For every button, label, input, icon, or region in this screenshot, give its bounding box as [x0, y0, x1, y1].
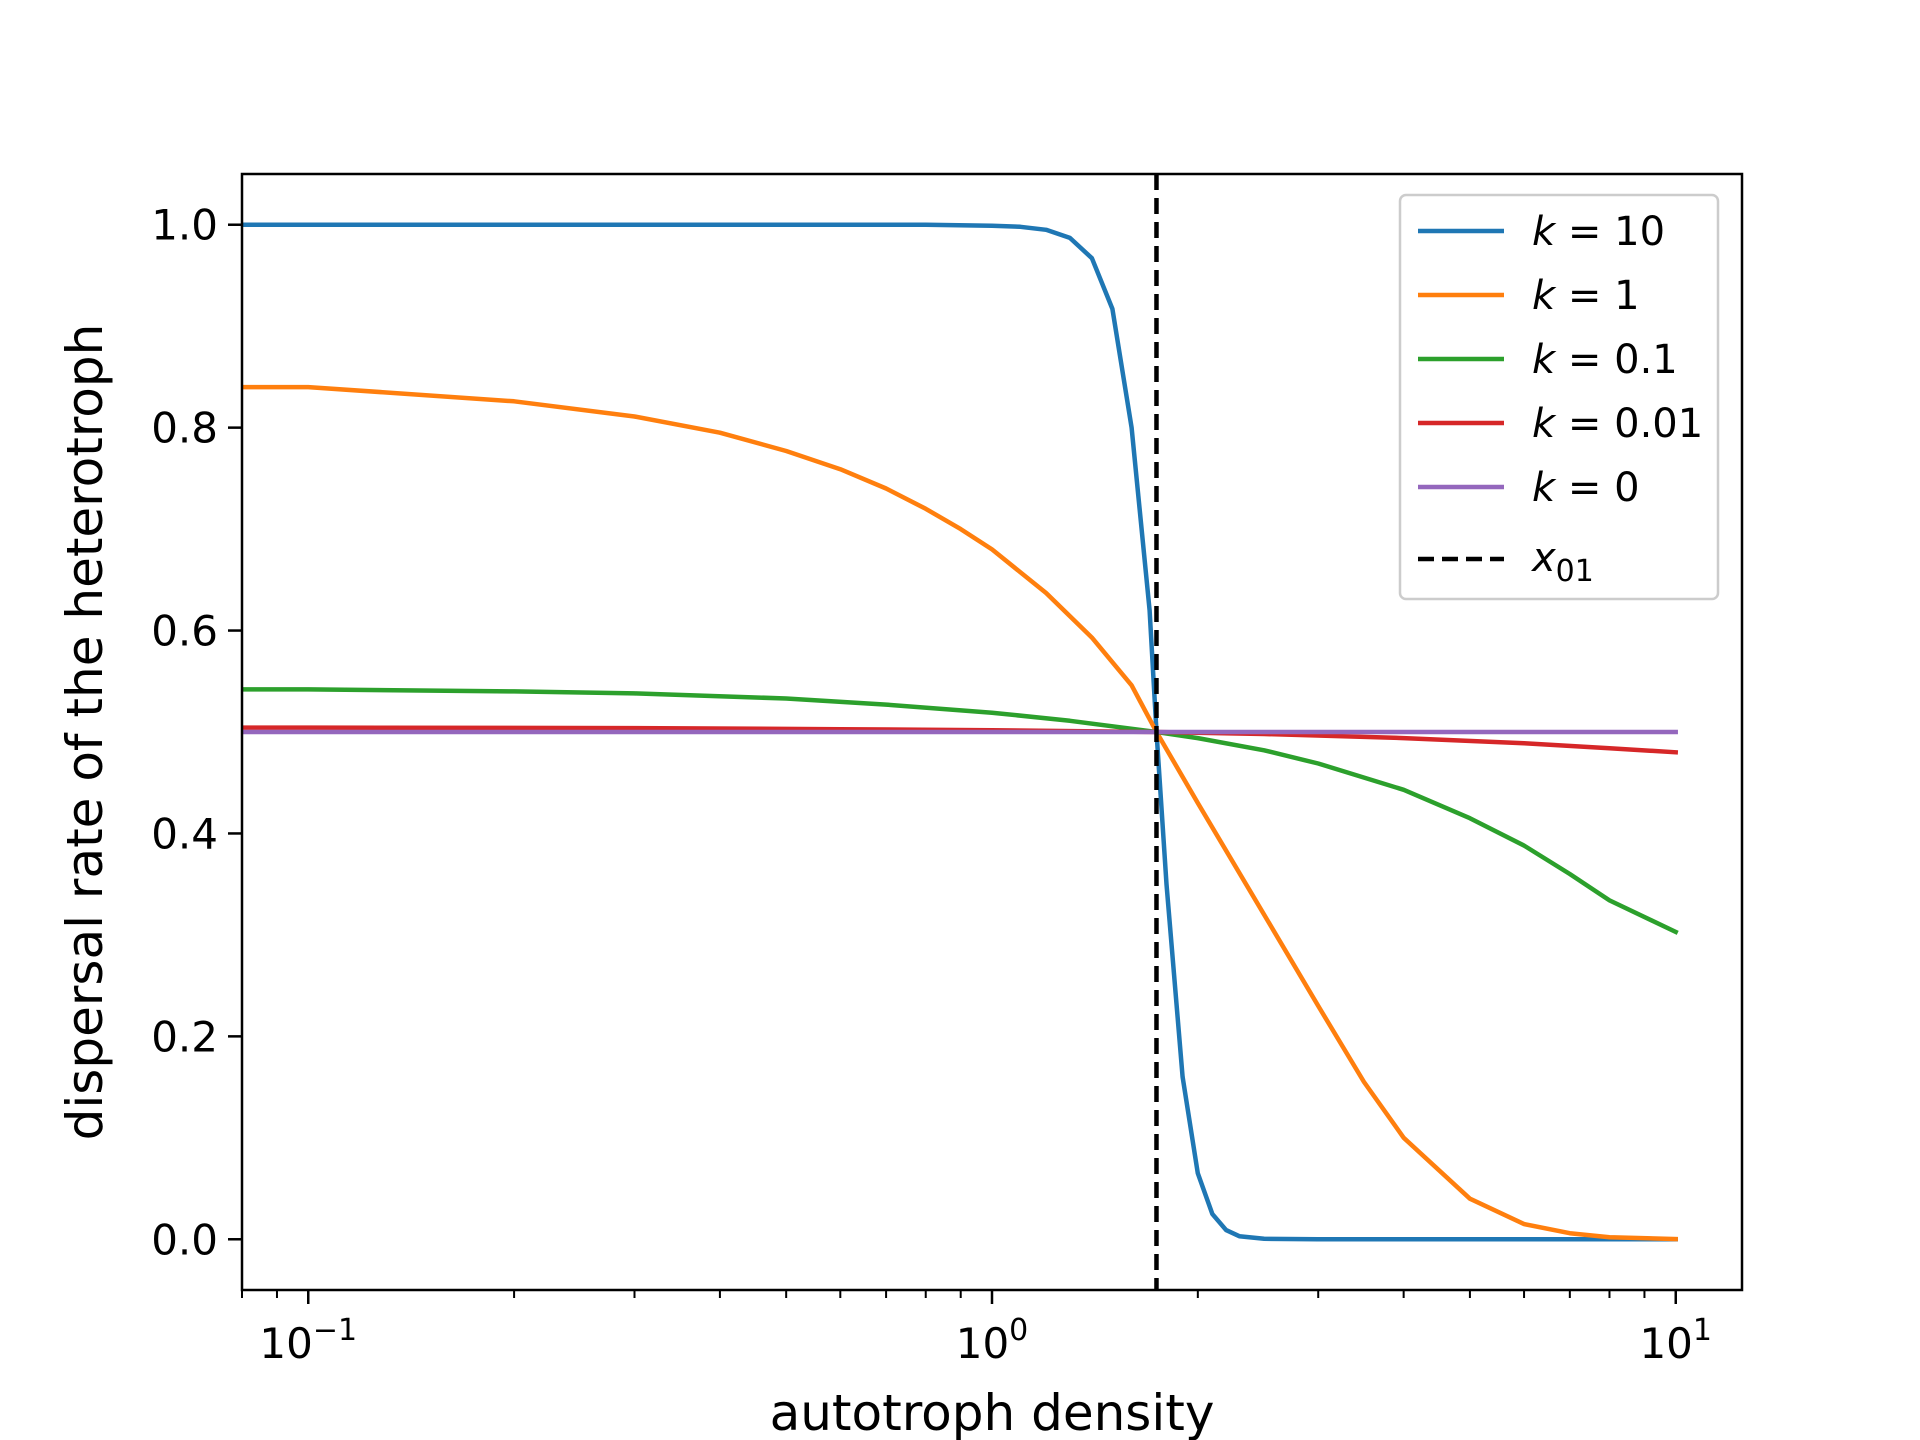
- y-tick-label: 0.0: [151, 1215, 218, 1264]
- x-tick-label: 10−1: [259, 1313, 357, 1368]
- y-tick-label: 0.4: [151, 809, 218, 858]
- y-tick-label: 0.8: [151, 404, 218, 453]
- y-tick-label: 0.6: [151, 607, 218, 656]
- y-tick-label: 0.2: [151, 1012, 218, 1061]
- x-tick-label: 100: [956, 1313, 1029, 1368]
- legend-label-4: k = 0: [1532, 465, 1640, 511]
- legend-label-1: k = 1: [1532, 273, 1640, 319]
- series-line-0: [242, 222, 1678, 1242]
- legend-box: [1398, 193, 1720, 601]
- legend-label-2: k = 0.1: [1532, 337, 1678, 383]
- y-tick-label: 1.0: [151, 201, 218, 250]
- series-line-1: [242, 384, 1679, 1242]
- legend-label-3: k = 0.01: [1532, 401, 1703, 447]
- x-tick-label: 101: [1639, 1313, 1712, 1368]
- y-axis-title: dispersal rate of the heterotroph: [56, 324, 114, 1141]
- legend-label-0: k = 10: [1532, 209, 1665, 255]
- x-axis-ticks: 10−1 100 101: [241, 1290, 1712, 1368]
- legend-label-vline: x01: [1530, 535, 1594, 589]
- legend: k = 10 k = 1 k = 0.1 k = 0.01 k = 0 x01: [1398, 193, 1720, 601]
- y-axis-ticks: 0.0 0.2 0.4 0.6 0.8 1.0: [151, 201, 242, 1264]
- series-line-2: [242, 687, 1679, 935]
- x-axis-title: autotroph density: [770, 1384, 1215, 1440]
